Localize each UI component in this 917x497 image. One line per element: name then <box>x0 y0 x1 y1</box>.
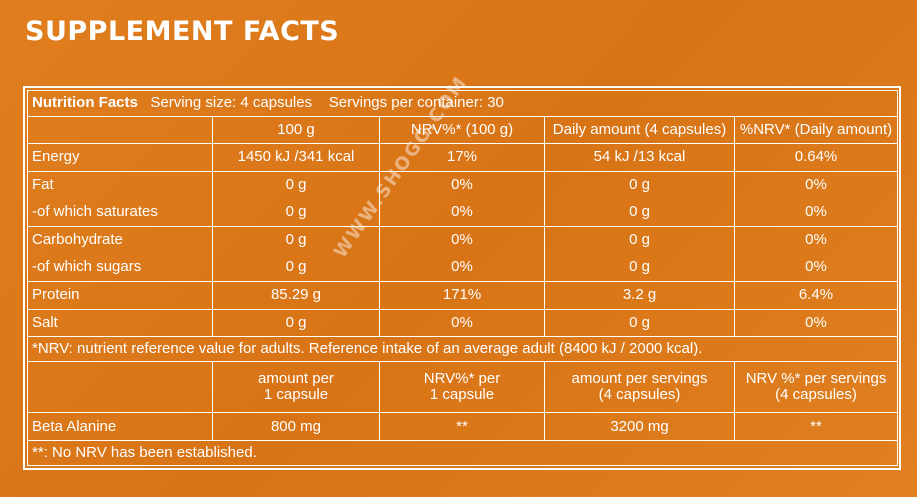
table-row: Protein 85.29 g 171% 3.2 g 6.4% <box>27 281 899 310</box>
row-label: Fat <box>27 170 213 199</box>
table-cell: 3.2 g <box>544 281 735 310</box>
col-header-line: 1 capsule <box>429 385 495 403</box>
supplement-facts-table: Nutrition Facts Serving size: 4 capsules… <box>26 90 899 466</box>
table-cell: 0 g <box>544 225 735 254</box>
table-cell: 54 kJ /13 kcal <box>544 143 735 172</box>
footnote-row: **: No NRV has been established. <box>26 440 899 466</box>
column-header-row-2: amount per 1 capsule NRV%* per 1 capsule a… <box>27 360 899 413</box>
col-header-line: (4 capsules) <box>775 385 857 403</box>
table-cell: 0% <box>379 253 545 282</box>
table-cell: 0% <box>733 253 899 282</box>
note-row: *NRV: nutrient reference value for adult… <box>26 336 899 362</box>
table-cell: 0% <box>379 198 545 227</box>
col-header: %NRV* (Daily amount) <box>733 115 899 145</box>
table-cell: 171% <box>379 281 545 310</box>
col-header-line: amount per servings <box>571 369 708 387</box>
table-cell: 0.64% <box>733 143 899 172</box>
corner-cell <box>27 360 213 413</box>
table-row: -of which sugars 0 g 0% 0 g 0% <box>27 253 899 282</box>
col-header: amount per 1 capsule <box>212 360 380 413</box>
table-cell: 1450 kJ /341 kcal <box>212 143 380 172</box>
table-cell: 0 g <box>212 170 380 199</box>
column-header-row: 100 g NRV%* (100 g) Daily amount (4 caps… <box>27 115 899 145</box>
table-cell: 0 g <box>544 253 735 282</box>
table-cell: 0% <box>379 225 545 254</box>
col-header: 100 g <box>212 115 380 145</box>
table-cell: ** <box>733 411 899 442</box>
row-label: Salt <box>27 308 213 338</box>
table-cell: 0 g <box>212 225 380 254</box>
table-cell: 0 g <box>212 308 380 338</box>
table-cell: 0 g <box>212 253 380 282</box>
page-title: SUPPLEMENT FACTS <box>25 16 340 47</box>
row-label: Beta Alanine <box>27 411 213 442</box>
col-header-line: 1 capsule <box>263 385 329 403</box>
table-cell: 0% <box>733 308 899 338</box>
table-row: Salt 0 g 0% 0 g 0% <box>27 308 899 338</box>
servings-per-container: Servings per container: 30 <box>328 94 504 112</box>
col-header: NRV%* (100 g) <box>379 115 545 145</box>
table-cell: 0% <box>733 225 899 254</box>
table-row: Fat 0 g 0% 0 g 0% <box>27 170 899 199</box>
serving-size: Serving size: 4 capsules <box>150 94 313 112</box>
col-header-line: amount per <box>258 369 334 387</box>
nrv-note: *NRV: nutrient reference value for adult… <box>26 336 899 362</box>
row-label: Energy <box>27 143 213 172</box>
table-cell: 800 mg <box>212 411 380 442</box>
table-cell: 0 g <box>544 308 735 338</box>
table-cell: 0% <box>379 170 545 199</box>
table-cell: ** <box>379 411 545 442</box>
table-row: Carbohydrate 0 g 0% 0 g 0% <box>27 225 899 254</box>
col-header-line: NRV%* per <box>423 369 501 387</box>
table-cell: 0% <box>379 308 545 338</box>
col-header-line: (4 capsules) <box>598 385 681 403</box>
table-row: -of which saturates 0 g 0% 0 g 0% <box>27 198 899 227</box>
table-row: Beta Alanine 800 mg ** 3200 mg ** <box>27 411 899 442</box>
table-cell: 85.29 g <box>212 281 380 310</box>
col-header-line: NRV %* per servings <box>745 369 887 387</box>
col-header: Daily amount (4 capsules) <box>544 115 735 145</box>
nutrition-facts-label: Nutrition Facts <box>32 94 138 112</box>
table-cell: 0% <box>733 198 899 227</box>
table-cell: 6.4% <box>733 281 899 310</box>
row-label: -of which saturates <box>27 198 213 227</box>
table-frame <box>23 86 901 470</box>
table-cell: 0% <box>733 170 899 199</box>
table-cell: 0 g <box>544 198 735 227</box>
col-header: NRV %* per servings (4 capsules) <box>733 360 899 413</box>
table-cell: 3200 mg <box>544 411 735 442</box>
corner-cell <box>27 115 213 145</box>
row-label: -of which sugars <box>27 253 213 282</box>
col-header: NRV%* per 1 capsule <box>379 360 545 413</box>
row-label: Carbohydrate <box>27 225 213 254</box>
table-cell: 0 g <box>544 170 735 199</box>
row-label: Protein <box>27 281 213 310</box>
col-header: amount per servings (4 capsules) <box>544 360 735 413</box>
table-row: Energy 1450 kJ /341 kcal 17% 54 kJ /13 k… <box>27 143 899 172</box>
footnote: **: No NRV has been established. <box>26 440 899 466</box>
